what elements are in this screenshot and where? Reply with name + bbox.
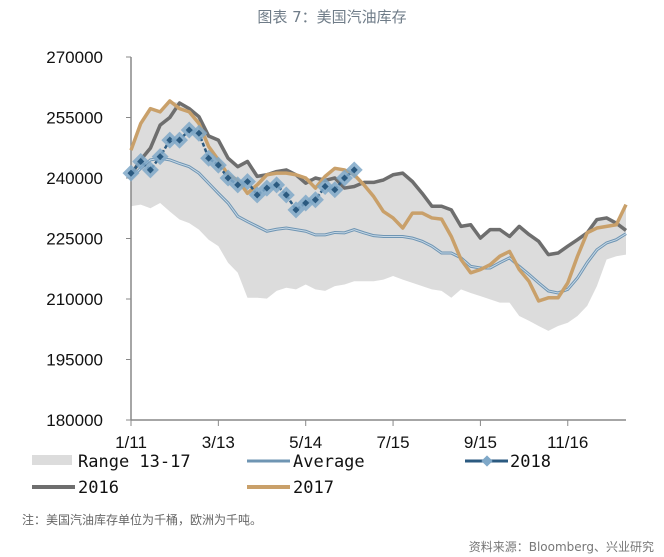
series-2018-marker-core (263, 184, 271, 192)
series-2018-marker-core (311, 196, 319, 204)
series-2018-marker-core (137, 157, 145, 165)
chart-note: 注：美国汽油库存单位为千桶，欧洲为千吨。 (22, 513, 263, 527)
series-2018-marker-core (205, 154, 213, 162)
x-tick-label: 1/11 (115, 433, 147, 452)
series-2018-marker-core (175, 136, 184, 144)
series-2018-marker-core (350, 166, 358, 174)
series-2018-marker-core (302, 199, 310, 207)
series-2018-marker-core (273, 181, 281, 189)
series-2018-marker-core (146, 166, 154, 174)
series-average-line (130, 157, 627, 294)
series-2018-marker-core (224, 174, 232, 182)
series-2018-marker-core (321, 182, 329, 191)
series-2018-marker-core (282, 191, 290, 199)
legend-average-label: Average (293, 452, 365, 472)
y-tick-label: 255000 (46, 109, 103, 128)
series-2016-line (129, 101, 628, 257)
legend-2017-label: 2017 (293, 478, 334, 498)
x-tick-label: 5/14 (289, 433, 322, 452)
legend-range-13-17-swatch (32, 455, 72, 465)
y-tick-label: 240000 (46, 169, 103, 188)
y-tick-label: 210000 (46, 290, 103, 309)
y-tick-label: 270000 (46, 48, 103, 67)
chart-title: 图表 7：美国汽油库存 (257, 8, 407, 26)
x-tick-label: 7/15 (377, 433, 410, 452)
series-2018-marker-core (166, 136, 174, 144)
series-2018-marker-core (234, 181, 242, 189)
legend-range-13-17-label: Range 13-17 (78, 452, 191, 472)
range-band (131, 100, 626, 331)
legend-2018-label: 2018 (510, 452, 551, 472)
series-2018-marker-core (214, 161, 222, 169)
series-2018-marker-core (195, 129, 203, 137)
series-2018-marker-core (185, 126, 193, 134)
x-tick-label: 9/15 (464, 433, 497, 452)
series-2018-marker-core (331, 186, 339, 194)
x-tick-label: 3/13 (202, 433, 235, 452)
series-2018-marker-core (243, 178, 252, 186)
y-tick-label: 225000 (46, 230, 103, 249)
x-tick-label: 11/16 (547, 433, 588, 452)
legend-2016-label: 2016 (78, 478, 119, 498)
legend-2018-marker (481, 455, 493, 467)
series-2018-marker-core (340, 174, 349, 182)
series-2018-marker-core (127, 169, 135, 177)
series-2017-line (129, 99, 628, 303)
series-2018-marker-core (156, 153, 164, 161)
y-tick-label: 180000 (46, 411, 103, 430)
y-tick-label: 195000 (46, 351, 103, 370)
series-2018-marker-core (292, 206, 300, 214)
chart-source: 资料来源：Bloomberg、兴业研究 (468, 540, 654, 554)
